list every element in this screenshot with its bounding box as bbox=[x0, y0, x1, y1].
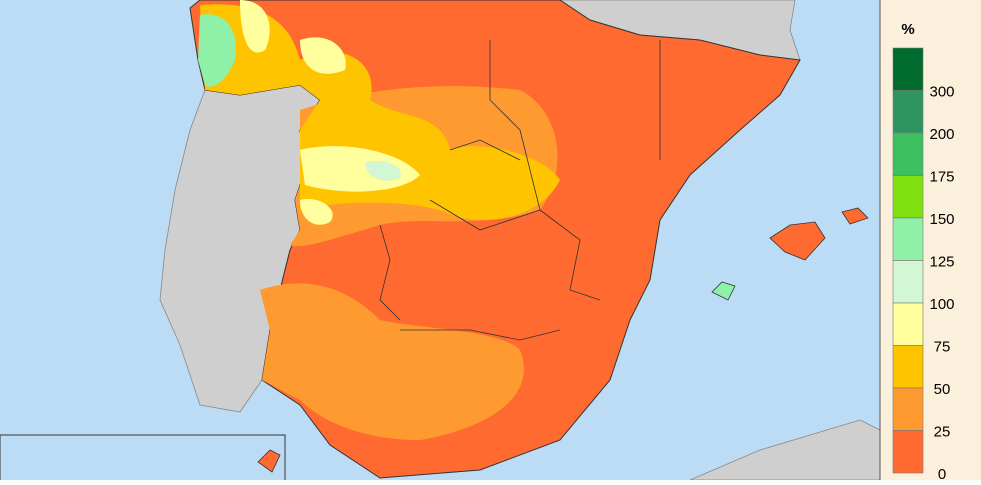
zone-75-100 bbox=[300, 199, 333, 225]
legend-swatch bbox=[892, 132, 924, 176]
zone-75-100 bbox=[300, 37, 346, 74]
inset-frame bbox=[0, 434, 286, 485]
legend: 300 200 175 150 125 100 75 50 25 0 bbox=[892, 47, 955, 483]
legend-swatch bbox=[892, 260, 924, 304]
legend-label: 150 bbox=[929, 211, 954, 228]
legend-swatch bbox=[892, 387, 924, 431]
legend-swatch bbox=[892, 430, 924, 474]
legend-label: 200 bbox=[929, 126, 954, 143]
zone-25-50 bbox=[260, 283, 524, 440]
inset-island bbox=[257, 449, 281, 473]
legend-swatch bbox=[892, 217, 924, 261]
legend-label: 300 bbox=[929, 83, 954, 100]
menorca bbox=[841, 207, 869, 225]
mallorca bbox=[769, 221, 826, 261]
legend-swatch bbox=[892, 175, 924, 219]
legend-label: 125 bbox=[929, 253, 954, 270]
legend-swatch bbox=[892, 90, 924, 134]
zone-75-100 bbox=[240, 0, 270, 53]
legend-label: 25 bbox=[934, 423, 951, 440]
zone-100-125 bbox=[365, 160, 401, 181]
legend-swatch bbox=[892, 345, 924, 389]
legend-label: 75 bbox=[934, 338, 951, 355]
legend-swatch bbox=[892, 47, 924, 91]
ibiza bbox=[711, 281, 736, 301]
legend-label: 50 bbox=[934, 381, 951, 398]
zone-50-75 bbox=[200, 4, 560, 221]
legend-label: 100 bbox=[929, 296, 954, 313]
legend-label: 0 bbox=[938, 466, 946, 480]
legend-label: 175 bbox=[929, 168, 954, 185]
zone-125-150 bbox=[198, 14, 236, 87]
legend-title: % bbox=[901, 21, 914, 38]
region-border bbox=[379, 40, 661, 341]
legend-swatch bbox=[892, 302, 924, 346]
